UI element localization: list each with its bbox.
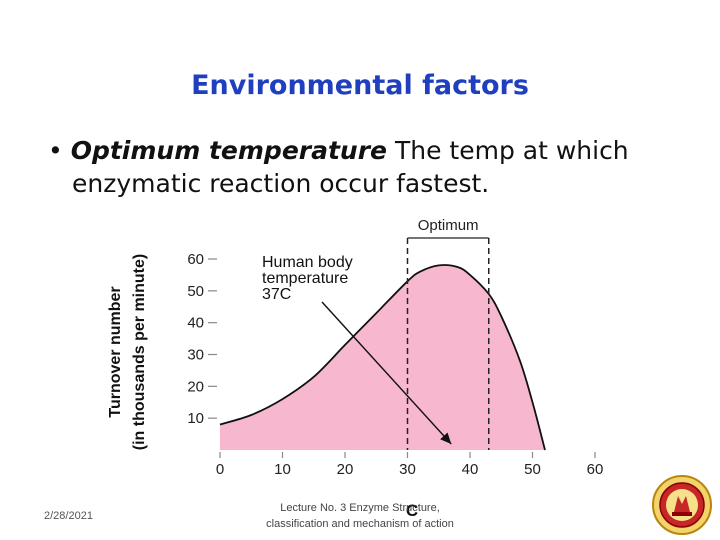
bullet-text-1: The temp at which [387,136,629,165]
bullet-term: Optimum temperature [70,136,388,165]
x-tick-label: 30 [399,461,416,478]
x-tick-label: 20 [337,461,354,478]
y-tick-label: 60 [187,251,204,268]
bullet-text-2: enzymatic reaction occur fastest. [72,169,490,198]
y-tick-label: 10 [187,410,204,427]
x-tick-label: 10 [274,461,291,478]
footer-lecture-line-2: classification and mechanism of action [266,518,454,530]
annotation-line-1: Human body [262,254,353,271]
x-tick-label: 60 [587,461,604,478]
annotation-line-3: 37C [262,286,291,303]
optimum-group: Optimum [406,217,490,450]
x-tick-label: 40 [462,461,479,478]
optimum-label: Optimum [418,217,479,234]
chart-area-group [219,264,546,451]
chart-ticks-group: 10 20 30 40 50 60 0 10 20 30 40 50 60 [187,251,603,478]
y-tick-label: 50 [187,283,204,300]
y-tick-label: 40 [187,315,204,332]
bullet-line-1: • Optimum temperature The temp at which [48,136,629,165]
footer-lecture: Lecture No. 3 Enzyme Structure, classifi… [230,500,490,532]
axis-labels-group: Turnover number (in thousands per minute)… [107,254,418,520]
footer-date: 2/28/2021 [44,510,93,522]
x-axis-label: C [406,501,418,520]
annotation-line-2: temperature [262,270,348,287]
slide-title: Environmental factors [191,70,529,101]
y-tick-label: 20 [187,378,204,395]
university-seal-icon [652,475,712,535]
annotation-arrow-head [440,432,452,444]
x-tick-label: 50 [524,461,541,478]
y-axis-label-line-1: Turnover number [107,286,124,417]
footer-lecture-line-1: Lecture No. 3 Enzyme Structure, [280,502,440,514]
temperature-curve-line [219,264,546,451]
curve-area-fill [220,265,545,450]
y-tick-label: 30 [187,347,204,364]
annotation-arrow-line [321,301,452,445]
x-tick-label: 0 [216,461,224,478]
bullet-point: • Optimum temperature The temp at which … [48,134,668,200]
y-axis-label-line-2: (in thousands per minute) [131,254,148,450]
